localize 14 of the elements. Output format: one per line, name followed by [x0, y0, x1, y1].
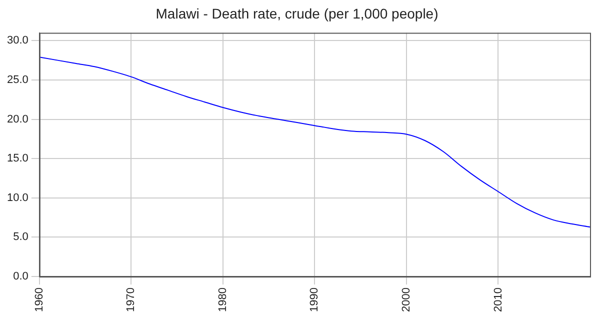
x-tick-label: 1960 — [33, 288, 46, 312]
x-tick-label: 1990 — [308, 288, 321, 312]
x-tick-label: 2000 — [400, 288, 412, 312]
x-tick-label: 2010 — [492, 288, 504, 312]
chart-title: Malawi - Death rate, crude (per 1,000 people) — [156, 5, 438, 22]
y-tick-label: 10.0 — [6, 192, 28, 204]
x-tick-label: 1970 — [125, 288, 138, 312]
y-tick-label: 0.0 — [13, 270, 28, 283]
x-tick-label: 1980 — [216, 288, 229, 312]
y-tick-label: 20.0 — [6, 113, 28, 126]
y-tick-label: 5.0 — [13, 231, 28, 244]
y-tick-label: 25.0 — [6, 74, 28, 86]
y-tick-label: 15.0 — [6, 152, 28, 165]
y-tick-label: 30.0 — [6, 34, 28, 47]
